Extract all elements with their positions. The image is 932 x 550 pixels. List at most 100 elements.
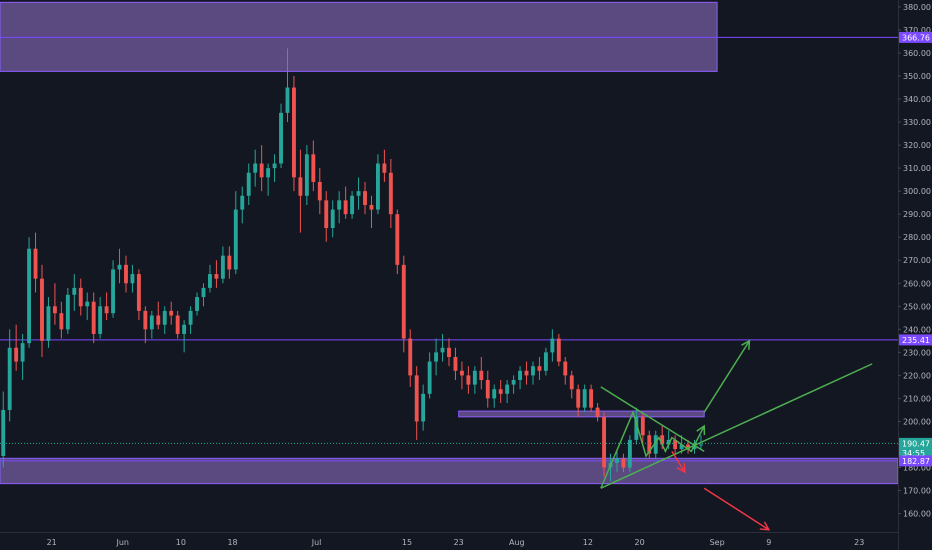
candle-body bbox=[434, 352, 439, 362]
candle-body bbox=[453, 356, 458, 371]
x-tick-label: 21 bbox=[47, 538, 57, 547]
x-tick-label: Sep bbox=[710, 538, 725, 547]
price-label-4 bbox=[899, 455, 932, 467]
candle-body bbox=[531, 366, 535, 376]
candle-body bbox=[91, 301, 96, 334]
candle-body bbox=[666, 439, 671, 445]
projection-arrowhead-1 bbox=[741, 339, 751, 350]
y-tick-label: 370.00 bbox=[903, 26, 931, 35]
zone-2[interactable] bbox=[0, 457, 899, 485]
y-tick-label: 270.00 bbox=[903, 256, 931, 265]
y-tick-label: 320.00 bbox=[903, 141, 931, 150]
trend-line-1[interactable] bbox=[600, 363, 873, 489]
candle-body bbox=[201, 287, 206, 298]
y-tick-label: 290.00 bbox=[903, 210, 931, 219]
candle-body bbox=[440, 347, 445, 353]
candle-body bbox=[369, 204, 374, 210]
candle-body bbox=[472, 370, 477, 385]
candle-body bbox=[408, 338, 413, 376]
candle-body bbox=[266, 168, 271, 178]
candle-body bbox=[421, 393, 426, 422]
candle-body bbox=[640, 416, 645, 436]
candle-body bbox=[175, 315, 180, 334]
candle-body bbox=[653, 435, 658, 454]
candle-body bbox=[72, 287, 77, 295]
candle-body bbox=[466, 375, 471, 385]
candle-body bbox=[427, 361, 432, 394]
candle-body bbox=[337, 200, 342, 210]
candle-body bbox=[505, 384, 510, 394]
candle-body bbox=[363, 191, 367, 205]
candle-body bbox=[298, 177, 303, 196]
candle-body bbox=[563, 361, 568, 376]
candle-body bbox=[479, 370, 484, 380]
x-tick-label: 23 bbox=[454, 538, 464, 547]
candle-body bbox=[182, 324, 187, 334]
candle-body bbox=[292, 87, 296, 178]
projection-arrowhead-2 bbox=[676, 463, 686, 474]
x-tick-label: 18 bbox=[227, 538, 237, 547]
y-tick-label: 280.00 bbox=[903, 233, 931, 242]
candle-body bbox=[162, 310, 167, 325]
zone-0[interactable] bbox=[0, 1, 718, 72]
price-label-text-1: 235.41 bbox=[902, 336, 930, 345]
candle-body bbox=[59, 313, 64, 330]
y-tick-label: 160.00 bbox=[903, 510, 931, 519]
price-label-text-2: 190.47 bbox=[902, 439, 930, 448]
candle-body bbox=[78, 287, 83, 307]
price-label-text-4: 182.87 bbox=[902, 457, 930, 466]
candle-body bbox=[627, 439, 632, 468]
candle-body bbox=[1, 409, 6, 456]
candle-body bbox=[208, 274, 212, 288]
candle-body bbox=[85, 301, 90, 307]
candle-body bbox=[311, 154, 316, 182]
y-tick-label: 380.00 bbox=[903, 3, 931, 12]
candle-body bbox=[395, 214, 400, 265]
candle-body bbox=[98, 306, 103, 334]
zone-1[interactable] bbox=[458, 410, 705, 418]
projection-path-0[interactable] bbox=[600, 410, 705, 489]
candle-body bbox=[246, 172, 251, 196]
candle-body bbox=[40, 278, 44, 341]
candle-body bbox=[279, 112, 283, 164]
candle-body bbox=[524, 370, 529, 376]
candle-body bbox=[375, 163, 380, 210]
candle-body bbox=[602, 416, 606, 468]
candle-body bbox=[550, 338, 555, 353]
candle-body bbox=[356, 191, 361, 196]
y-tick-label: 230.00 bbox=[903, 348, 931, 357]
candle-body bbox=[582, 389, 587, 408]
candle-body bbox=[272, 163, 277, 169]
trend-line-0[interactable] bbox=[600, 386, 705, 453]
candle-body bbox=[124, 264, 128, 284]
price-label-3 bbox=[899, 447, 932, 459]
candle-body bbox=[14, 347, 19, 362]
candle-body bbox=[543, 352, 548, 371]
x-tick-label: 12 bbox=[583, 538, 593, 547]
candle-body bbox=[485, 380, 490, 399]
candle-body bbox=[498, 389, 503, 394]
projection-arrowhead-3 bbox=[759, 521, 771, 531]
y-tick-label: 310.00 bbox=[903, 164, 931, 173]
candle-body bbox=[388, 172, 393, 215]
candle-body bbox=[304, 154, 309, 196]
candle-body bbox=[679, 444, 684, 450]
candle-body bbox=[692, 444, 697, 450]
y-tick-label: 180.00 bbox=[903, 464, 931, 473]
projection-path-2[interactable] bbox=[671, 450, 686, 473]
price-label-text-3: 34:55 bbox=[902, 449, 925, 458]
candle-body bbox=[350, 195, 355, 215]
candle-body bbox=[7, 347, 12, 410]
candle-body bbox=[615, 458, 619, 463]
candle-body bbox=[414, 375, 419, 422]
projection-path-1[interactable] bbox=[703, 340, 751, 413]
projection-path-3[interactable] bbox=[703, 487, 770, 531]
candle-body bbox=[537, 366, 542, 371]
x-tick-label: Jul bbox=[311, 538, 322, 547]
candle-body bbox=[324, 200, 329, 228]
price-label-2 bbox=[899, 437, 932, 449]
candle-body bbox=[259, 163, 264, 178]
candle-body bbox=[447, 347, 451, 357]
candle-body bbox=[343, 200, 348, 215]
